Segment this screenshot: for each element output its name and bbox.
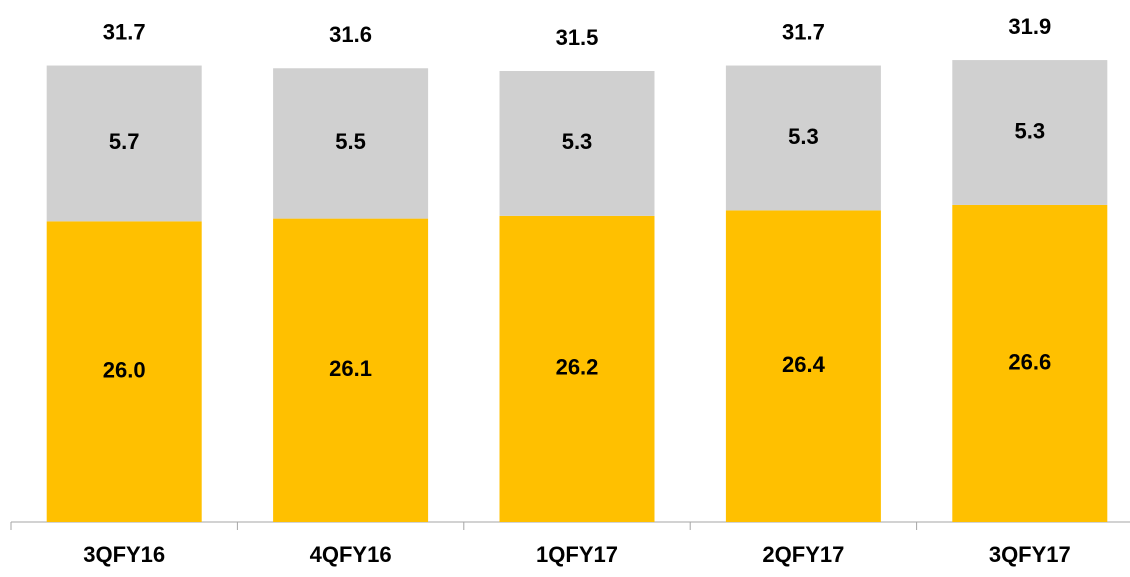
segment-label: 5.3 xyxy=(788,124,819,149)
bar-segment xyxy=(499,71,655,216)
x-tick-label: 1QFY17 xyxy=(536,542,618,567)
total-label: 31.7 xyxy=(782,19,825,44)
segment-label: 5.5 xyxy=(335,129,366,154)
segment-label: 26.4 xyxy=(782,352,826,377)
segment-label: 5.7 xyxy=(109,129,140,154)
x-tick-label: 4QFY16 xyxy=(310,542,392,567)
x-tick-label: 3QFY17 xyxy=(989,542,1071,567)
segment-label: 5.3 xyxy=(1015,118,1046,143)
bar-segment xyxy=(499,215,655,522)
total-label: 31.9 xyxy=(1008,14,1051,39)
segment-label: 26.6 xyxy=(1008,349,1051,374)
bar-segment xyxy=(725,65,881,211)
bar-segment xyxy=(273,68,429,219)
bar-segment xyxy=(273,218,429,522)
x-tick-label: 2QFY17 xyxy=(762,542,844,567)
bar-segment xyxy=(952,60,1108,205)
bar-segment xyxy=(46,65,202,222)
bar-segment xyxy=(952,204,1108,522)
segment-label: 26.2 xyxy=(556,355,599,380)
segment-label: 5.3 xyxy=(562,129,593,154)
x-tick-label: 3QFY16 xyxy=(83,542,165,567)
bar-segment xyxy=(46,221,202,523)
total-label: 31.7 xyxy=(103,19,146,44)
bar-segment xyxy=(725,210,881,522)
segment-label: 26.0 xyxy=(103,357,146,382)
total-label: 31.5 xyxy=(556,25,599,50)
segment-label: 26.1 xyxy=(329,356,372,381)
total-label: 31.6 xyxy=(329,22,372,47)
